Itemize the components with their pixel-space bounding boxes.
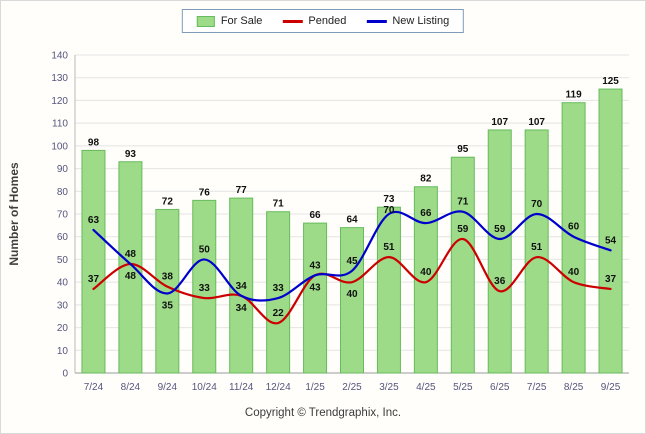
svg-text:125: 125 xyxy=(602,76,619,87)
svg-text:30: 30 xyxy=(57,300,69,311)
svg-text:72: 72 xyxy=(162,196,174,207)
svg-text:66: 66 xyxy=(420,208,432,219)
svg-text:7/25: 7/25 xyxy=(527,382,547,393)
svg-text:63: 63 xyxy=(88,215,100,226)
svg-text:119: 119 xyxy=(566,90,583,101)
svg-text:20: 20 xyxy=(57,323,69,334)
svg-text:95: 95 xyxy=(457,144,469,155)
svg-text:80: 80 xyxy=(57,187,69,198)
svg-text:37: 37 xyxy=(605,274,617,285)
copyright: Copyright © Trendgraphix, Inc. xyxy=(244,407,402,419)
new-listing-swatch xyxy=(366,19,387,23)
svg-text:90: 90 xyxy=(57,164,69,175)
svg-text:60: 60 xyxy=(57,232,69,243)
svg-text:10/24: 10/24 xyxy=(192,382,217,393)
svg-text:8/25: 8/25 xyxy=(564,382,584,393)
svg-text:40: 40 xyxy=(568,267,580,278)
svg-text:59: 59 xyxy=(494,224,506,235)
svg-text:107: 107 xyxy=(491,117,508,128)
legend-item-pended: Pended xyxy=(282,15,346,27)
svg-text:2/25: 2/25 xyxy=(342,382,362,393)
svg-text:1/25: 1/25 xyxy=(305,382,325,393)
svg-text:93: 93 xyxy=(125,149,137,160)
svg-text:50: 50 xyxy=(199,244,211,255)
svg-text:77: 77 xyxy=(236,185,248,196)
legend-label-new-listing: New Listing xyxy=(392,15,450,27)
svg-text:66: 66 xyxy=(310,210,322,221)
svg-text:22: 22 xyxy=(273,308,285,319)
svg-text:36: 36 xyxy=(494,276,506,287)
svg-text:71: 71 xyxy=(273,199,285,210)
svg-text:38: 38 xyxy=(162,272,174,283)
svg-text:4/25: 4/25 xyxy=(416,382,436,393)
svg-text:34: 34 xyxy=(236,303,248,314)
svg-text:11/24: 11/24 xyxy=(229,382,254,393)
svg-text:76: 76 xyxy=(199,187,211,198)
svg-text:100: 100 xyxy=(51,141,68,152)
svg-text:98: 98 xyxy=(88,137,100,148)
for-sale-swatch xyxy=(196,15,215,27)
svg-text:48: 48 xyxy=(125,271,137,282)
svg-text:8/24: 8/24 xyxy=(121,382,141,393)
svg-text:110: 110 xyxy=(52,119,68,130)
svg-text:50: 50 xyxy=(57,255,69,266)
svg-text:59: 59 xyxy=(457,224,469,235)
svg-text:70: 70 xyxy=(531,199,543,210)
svg-text:64: 64 xyxy=(346,215,358,226)
svg-text:37: 37 xyxy=(88,274,100,285)
svg-text:71: 71 xyxy=(457,197,469,208)
svg-text:43: 43 xyxy=(310,282,322,293)
svg-text:9/25: 9/25 xyxy=(601,382,621,393)
svg-text:51: 51 xyxy=(383,242,395,253)
legend-label-for-sale: For Sale xyxy=(220,15,263,27)
svg-text:Number of Homes: Number of Homes xyxy=(7,162,21,266)
svg-text:48: 48 xyxy=(125,249,137,260)
svg-text:70: 70 xyxy=(57,210,69,221)
svg-text:73: 73 xyxy=(383,194,395,205)
svg-text:7/24: 7/24 xyxy=(84,382,104,393)
svg-text:120: 120 xyxy=(51,96,68,107)
svg-text:82: 82 xyxy=(420,174,432,185)
svg-text:45: 45 xyxy=(346,256,358,267)
svg-text:12/24: 12/24 xyxy=(266,382,291,393)
svg-text:3/25: 3/25 xyxy=(379,382,399,393)
svg-text:51: 51 xyxy=(531,242,543,253)
svg-text:10: 10 xyxy=(57,346,69,357)
svg-text:40: 40 xyxy=(346,289,358,300)
svg-text:5/25: 5/25 xyxy=(453,382,473,393)
svg-text:40: 40 xyxy=(57,278,69,289)
svg-text:43: 43 xyxy=(310,260,322,271)
svg-text:107: 107 xyxy=(528,117,545,128)
legend: For Sale Pended New Listing xyxy=(181,9,465,33)
svg-text:35: 35 xyxy=(162,301,174,312)
legend-item-new-listing: New Listing xyxy=(366,15,449,27)
svg-text:70: 70 xyxy=(383,205,395,216)
svg-text:40: 40 xyxy=(420,267,432,278)
svg-text:140: 140 xyxy=(51,51,68,62)
svg-text:9/24: 9/24 xyxy=(158,382,178,393)
pended-swatch xyxy=(282,19,303,23)
legend-label-pended: Pended xyxy=(308,15,347,27)
svg-text:0: 0 xyxy=(62,369,68,380)
svg-text:34: 34 xyxy=(236,281,248,292)
svg-text:54: 54 xyxy=(605,235,617,246)
chart-canvas: 0 10 20 30 40 50 60 70 80 90 100 110 120 130 140 98 93 72… xyxy=(7,51,629,393)
legend-item-for-sale: For Sale xyxy=(196,15,263,27)
svg-text:33: 33 xyxy=(273,283,285,294)
svg-text:60: 60 xyxy=(568,222,580,233)
svg-text:130: 130 xyxy=(51,73,68,84)
svg-text:6/25: 6/25 xyxy=(490,382,510,393)
svg-text:33: 33 xyxy=(199,283,211,294)
